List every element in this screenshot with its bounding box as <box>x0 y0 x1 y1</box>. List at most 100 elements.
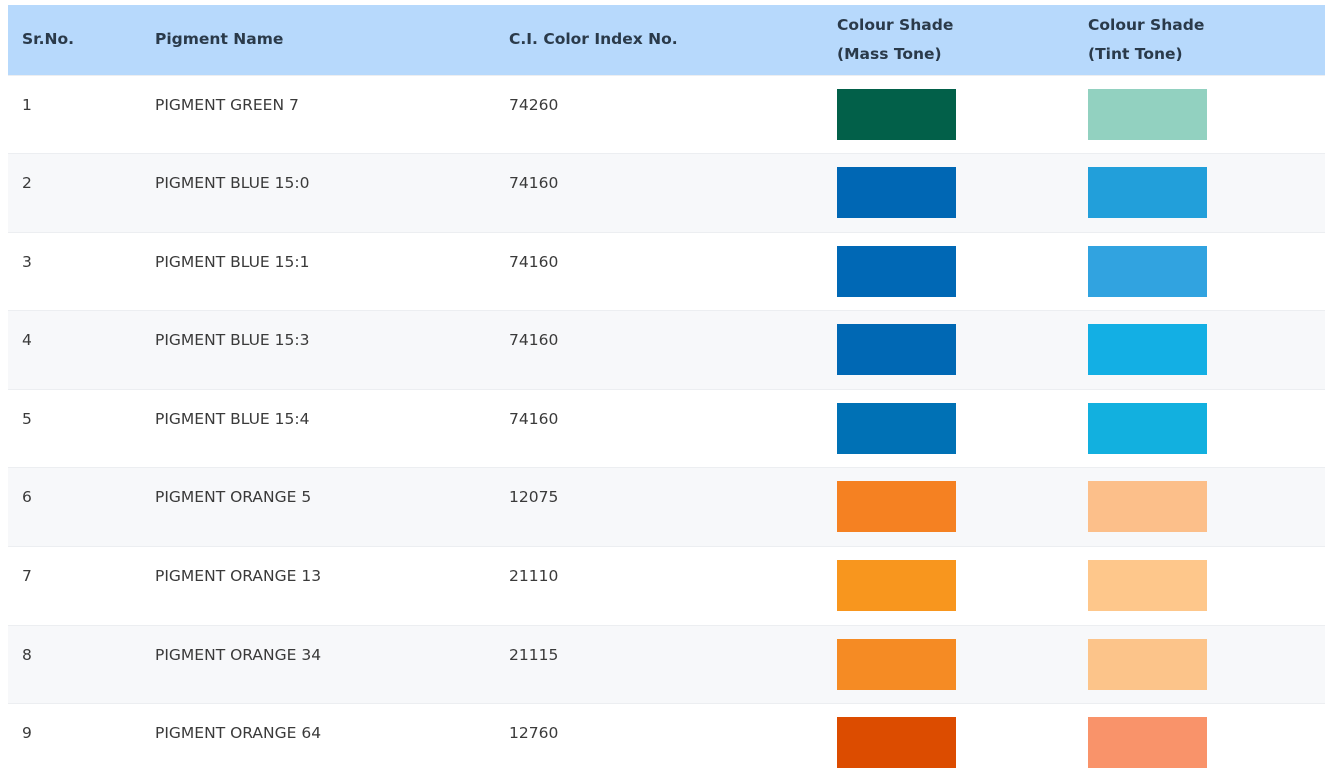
tint-tone-swatch-cell <box>1074 546 1325 626</box>
tint-tone-swatch-cell <box>1074 467 1325 547</box>
ci-index-no-cell: 21110 <box>495 546 823 626</box>
sr-no-cell: 9 <box>8 703 141 782</box>
tint-tone-swatch <box>1088 481 1207 533</box>
mass-tone-swatch-cell <box>823 388 1074 468</box>
mass-tone-swatch-cell <box>823 74 1074 154</box>
pigment-name-cell: PIGMENT ORANGE 13 <box>141 546 495 626</box>
sr-no: 4 <box>22 331 32 350</box>
sr-no-cell: 7 <box>8 546 141 626</box>
tint-tone-swatch-cell <box>1074 703 1325 782</box>
pigment-name-cell: PIGMENT BLUE 15:1 <box>141 231 495 311</box>
pigment-table-container: Sr.No. Pigment Name C.I. Color Index No.… <box>8 5 1325 782</box>
tint-tone-swatch-cell <box>1074 153 1325 233</box>
pigment-name-cell: PIGMENT BLUE 15:4 <box>141 388 495 468</box>
header-tint-tone-line1: Colour Shade <box>1088 15 1205 34</box>
sr-no-cell: 6 <box>8 467 141 547</box>
sr-no: 3 <box>22 252 32 271</box>
header-ci-index-label: C.I. Color Index No. <box>509 30 678 49</box>
pigment-name-cell: PIGMENT ORANGE 64 <box>141 703 495 782</box>
tint-tone-swatch-cell <box>1074 74 1325 154</box>
ci-index-no-cell: 12760 <box>495 703 823 782</box>
pigment-name: PIGMENT BLUE 15:1 <box>155 252 310 271</box>
table-row: 2 PIGMENT BLUE 15:0 74160 <box>8 153 1325 233</box>
mass-tone-swatch <box>837 638 956 690</box>
ci-index-no-cell: 74160 <box>495 231 823 311</box>
ci-index-no-cell: 74160 <box>495 153 823 233</box>
header-sr-no-label: Sr.No. <box>22 30 74 49</box>
tint-tone-swatch-cell <box>1074 624 1325 704</box>
ci-index-no: 74160 <box>509 331 559 350</box>
ci-index-no-cell: 12075 <box>495 467 823 547</box>
ci-index-no: 21110 <box>509 567 559 586</box>
pigment-name: PIGMENT ORANGE 34 <box>155 645 322 664</box>
ci-index-no-cell: 21115 <box>495 624 823 704</box>
pigment-name-cell: PIGMENT BLUE 15:3 <box>141 310 495 390</box>
header-ci-index: C.I. Color Index No. <box>495 5 823 75</box>
sr-no-cell: 3 <box>8 231 141 311</box>
table-body: 1 PIGMENT GREEN 7 74260 2 PIGMENT BLUE 15:0 7… <box>8 74 1325 782</box>
table-row: 7 PIGMENT ORANGE 13 21110 <box>8 546 1325 626</box>
mass-tone-swatch <box>837 402 956 454</box>
pigment-name: PIGMENT ORANGE 64 <box>155 724 322 743</box>
ci-index-no: 12760 <box>509 724 559 743</box>
mass-tone-swatch <box>837 167 956 219</box>
header-pigment-name-label: Pigment Name <box>155 30 284 49</box>
pigment-name-cell: PIGMENT ORANGE 34 <box>141 624 495 704</box>
pigment-name-cell: PIGMENT BLUE 15:0 <box>141 153 495 233</box>
sr-no-cell: 2 <box>8 153 141 233</box>
mass-tone-swatch <box>837 88 956 140</box>
ci-index-no: 74160 <box>509 252 559 271</box>
pigment-name: PIGMENT BLUE 15:3 <box>155 331 310 350</box>
sr-no-cell: 4 <box>8 310 141 390</box>
sr-no: 1 <box>22 95 32 114</box>
table-row: 6 PIGMENT ORANGE 5 12075 <box>8 467 1325 547</box>
mass-tone-swatch-cell <box>823 703 1074 782</box>
header-tint-tone-line2: (Tint Tone) <box>1088 44 1183 63</box>
pigment-name: PIGMENT ORANGE 5 <box>155 488 312 507</box>
mass-tone-swatch-cell <box>823 310 1074 390</box>
ci-index-no: 21115 <box>509 645 559 664</box>
tint-tone-swatch <box>1088 717 1207 769</box>
pigment-name: PIGMENT GREEN 7 <box>155 95 299 114</box>
sr-no-cell: 1 <box>8 74 141 154</box>
pigment-name: PIGMENT BLUE 15:4 <box>155 409 310 428</box>
mass-tone-swatch-cell <box>823 546 1074 626</box>
sr-no: 5 <box>22 409 32 428</box>
header-row: Sr.No. Pigment Name C.I. Color Index No.… <box>8 5 1325 75</box>
header-mass-tone-line2: (Mass Tone) <box>837 44 942 63</box>
tint-tone-swatch <box>1088 167 1207 219</box>
tint-tone-swatch-cell <box>1074 231 1325 311</box>
mass-tone-swatch <box>837 560 956 612</box>
table-row: 8 PIGMENT ORANGE 34 21115 <box>8 624 1325 704</box>
ci-index-no-cell: 74160 <box>495 388 823 468</box>
sr-no: 8 <box>22 645 32 664</box>
sr-no: 7 <box>22 567 32 586</box>
tint-tone-swatch-cell <box>1074 310 1325 390</box>
pigment-name-cell: PIGMENT GREEN 7 <box>141 74 495 154</box>
mass-tone-swatch <box>837 245 956 297</box>
sr-no: 6 <box>22 488 32 507</box>
header-mass-tone: Colour Shade (Mass Tone) <box>823 5 1074 75</box>
sr-no-cell: 5 <box>8 388 141 468</box>
sr-no: 2 <box>22 174 32 193</box>
ci-index-no: 12075 <box>509 488 559 507</box>
tint-tone-swatch <box>1088 560 1207 612</box>
pigment-name: PIGMENT BLUE 15:0 <box>155 174 310 193</box>
header-tint-tone: Colour Shade (Tint Tone) <box>1074 5 1325 75</box>
tint-tone-swatch <box>1088 88 1207 140</box>
tint-tone-swatch <box>1088 638 1207 690</box>
mass-tone-swatch <box>837 324 956 376</box>
table-row: 3 PIGMENT BLUE 15:1 74160 <box>8 231 1325 311</box>
tint-tone-swatch <box>1088 324 1207 376</box>
sr-no: 9 <box>22 724 32 743</box>
tint-tone-swatch <box>1088 245 1207 297</box>
ci-index-no-cell: 74260 <box>495 74 823 154</box>
mass-tone-swatch <box>837 481 956 533</box>
table-header: Sr.No. Pigment Name C.I. Color Index No.… <box>8 5 1325 75</box>
sr-no-cell: 8 <box>8 624 141 704</box>
ci-index-no: 74160 <box>509 409 559 428</box>
table-row: 1 PIGMENT GREEN 7 74260 <box>8 74 1325 154</box>
table-row: 4 PIGMENT BLUE 15:3 74160 <box>8 310 1325 390</box>
pigment-name-cell: PIGMENT ORANGE 5 <box>141 467 495 547</box>
tint-tone-swatch <box>1088 402 1207 454</box>
